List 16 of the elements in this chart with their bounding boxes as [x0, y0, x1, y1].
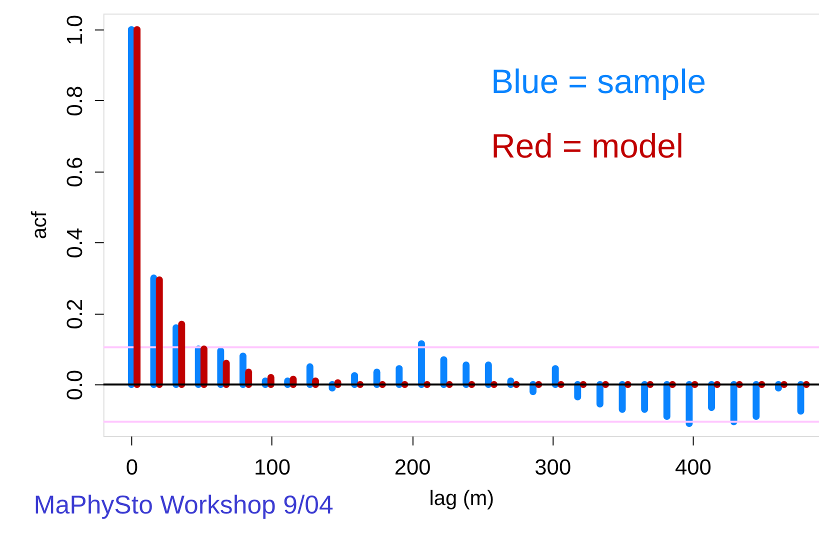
x-tick-label: 300: [534, 454, 572, 480]
y-tick-label: 0.2: [62, 298, 87, 330]
y-tick-label: 0.6: [62, 156, 87, 188]
x-tick-label: 200: [394, 454, 431, 480]
text: MaPhySto Workshop 9/04: [34, 492, 334, 520]
y-tick-label: 0.4: [62, 228, 87, 258]
y-tick-label: 0.8: [62, 86, 87, 116]
x-tick-label: 0: [126, 454, 138, 480]
x-tick-label: 100: [254, 454, 290, 480]
text: Blue = sample: [491, 63, 706, 102]
x-tick-label: 400: [674, 454, 712, 480]
y-tick-label: 1.0: [62, 14, 87, 46]
y-axis-title: acf: [28, 211, 52, 240]
y-tick-label: 0.0: [62, 370, 87, 400]
x-axis-title: lag (m): [429, 487, 494, 510]
text: Red = model: [491, 128, 684, 166]
